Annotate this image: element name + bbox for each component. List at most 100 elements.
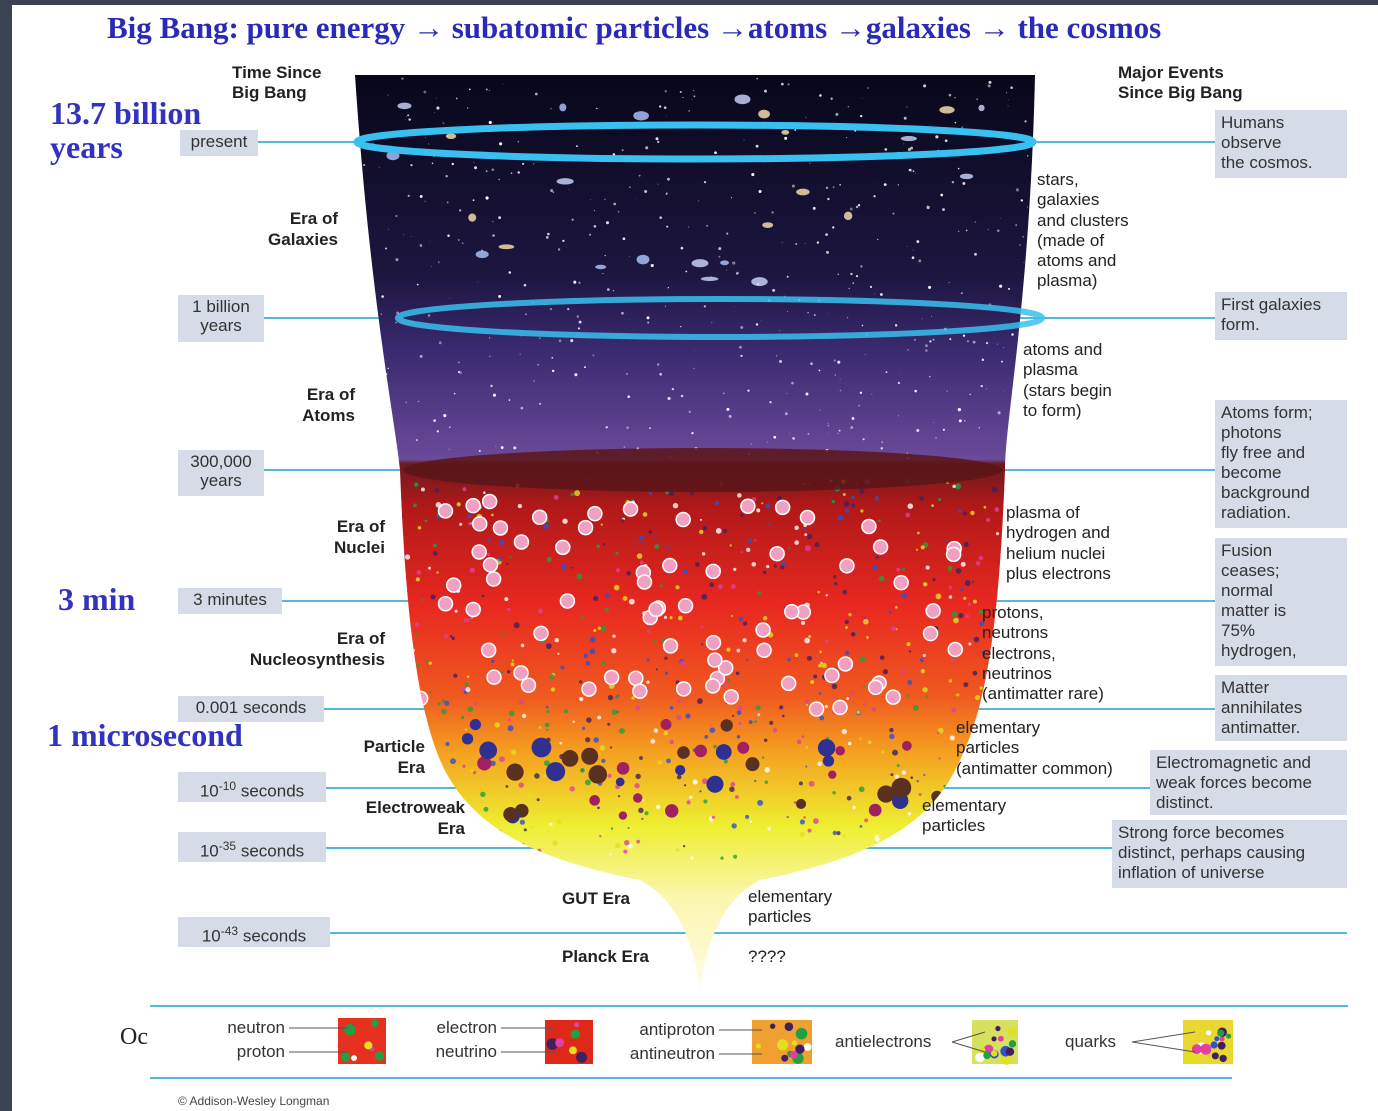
event-box: Matterannihilatesantimatter. (1215, 675, 1347, 741)
star (856, 275, 858, 277)
star (408, 118, 410, 120)
star (807, 433, 809, 435)
star (594, 210, 595, 211)
particle (752, 562, 757, 567)
particle (924, 583, 927, 586)
text-line: ceases; (1221, 561, 1280, 580)
star (776, 355, 777, 356)
particle (875, 837, 880, 842)
star (916, 429, 919, 432)
star (403, 234, 404, 235)
star (929, 376, 931, 378)
particle (399, 590, 402, 593)
star (740, 355, 742, 357)
particle (919, 496, 924, 501)
particle (421, 487, 425, 491)
particle (506, 563, 508, 565)
text-line: inflation of universe (1118, 863, 1264, 882)
text-line: elementary (956, 718, 1040, 737)
star (1006, 92, 1007, 93)
star (656, 137, 659, 140)
particle (906, 513, 911, 518)
star (477, 282, 478, 283)
heavy-particle (677, 746, 690, 759)
era-label: Planck Era (562, 946, 649, 967)
particle (810, 680, 814, 684)
particle (702, 552, 705, 555)
particle (883, 669, 888, 674)
star (513, 446, 516, 449)
icon-dot (991, 1036, 996, 1041)
star (814, 314, 816, 316)
particle (581, 802, 585, 806)
particle (505, 785, 508, 788)
particle (601, 759, 605, 763)
particle (817, 762, 822, 767)
particle (860, 656, 866, 662)
star (492, 168, 495, 171)
particle (647, 658, 650, 661)
particle (462, 487, 466, 491)
star (388, 95, 389, 96)
star (908, 148, 911, 151)
particle (825, 640, 828, 643)
star (967, 340, 969, 342)
star (729, 415, 732, 418)
particle (846, 697, 849, 700)
particle (973, 671, 978, 676)
star (604, 199, 606, 201)
particle (692, 689, 694, 691)
text-line: elementary (922, 796, 1006, 815)
particle (848, 613, 851, 616)
particle (837, 831, 841, 835)
star (649, 427, 651, 429)
particle (614, 585, 620, 591)
star (437, 430, 439, 432)
star (747, 389, 749, 391)
text-line: Time Since (232, 63, 321, 82)
particle (431, 594, 436, 599)
nucleus (724, 690, 738, 704)
particle (687, 800, 691, 804)
particle (762, 756, 764, 758)
particle (534, 773, 540, 779)
time-label: 300,000 years (190, 452, 251, 490)
star (925, 349, 928, 352)
star (522, 163, 524, 165)
particle (769, 721, 773, 725)
star (420, 355, 423, 358)
particle (400, 515, 403, 518)
star (756, 145, 759, 148)
star (925, 344, 928, 347)
icon-dot (1226, 1034, 1231, 1039)
particle (742, 638, 746, 642)
icon-dot (1217, 1030, 1224, 1037)
star (627, 395, 630, 398)
text-line: fly free and (1221, 443, 1305, 462)
icon-dot (1220, 1036, 1225, 1041)
nucleus (582, 682, 596, 696)
star (606, 426, 608, 428)
particle (555, 638, 559, 642)
particle (601, 661, 605, 665)
particle (950, 735, 955, 740)
icon-dot (574, 1022, 579, 1027)
particle (502, 849, 506, 853)
particle (799, 781, 803, 785)
star (913, 170, 915, 172)
time-label: 0.001 seconds (196, 698, 307, 717)
particle (896, 568, 900, 572)
particle (936, 594, 942, 600)
galaxy (559, 104, 566, 112)
nucleus (810, 702, 824, 716)
particle (423, 729, 425, 731)
star (787, 276, 789, 278)
star (943, 429, 945, 431)
time-header: Time SinceBig Bang (232, 63, 321, 103)
star (489, 121, 492, 124)
era-label: ParticleEra (364, 736, 425, 778)
star (406, 116, 407, 117)
text-line: matter is (1221, 601, 1286, 620)
particle (639, 756, 643, 760)
particle (735, 795, 739, 799)
